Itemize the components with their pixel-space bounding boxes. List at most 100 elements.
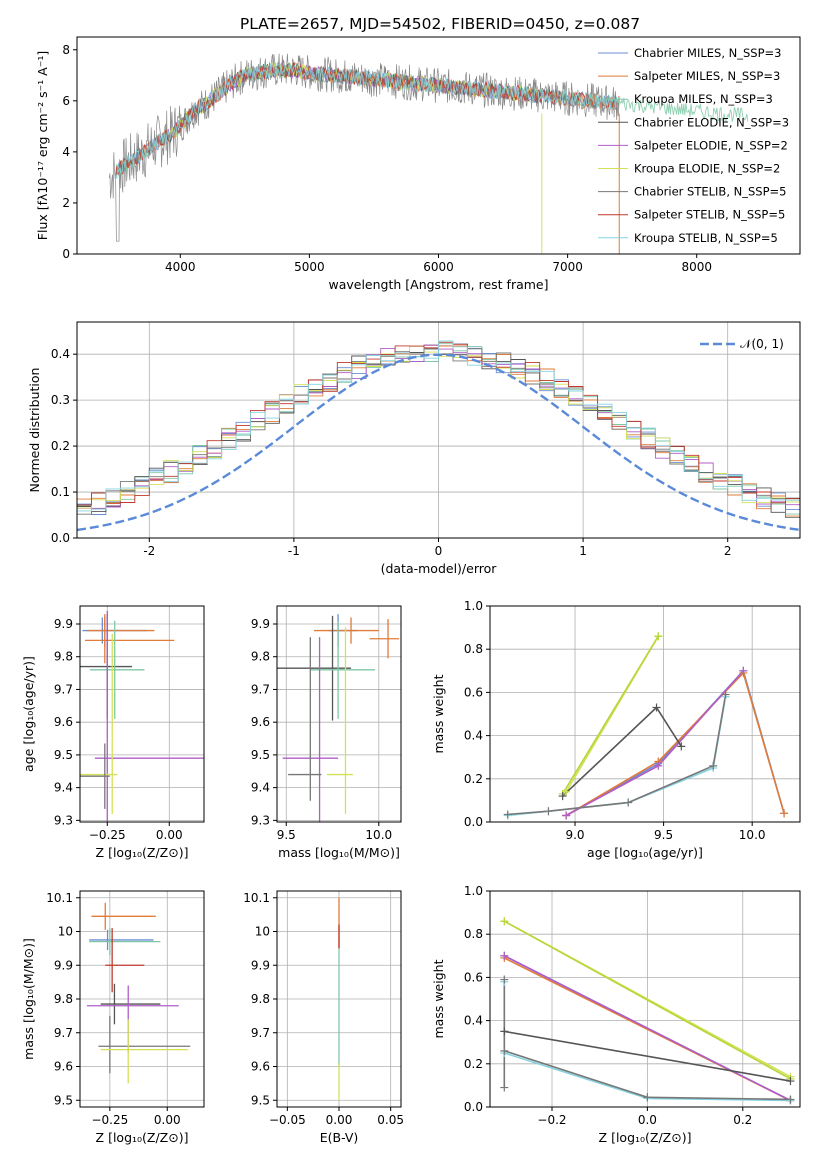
legend-entry: Chabrier MILES, N_SSP=3: [634, 46, 781, 60]
y-tick-label: 9.5: [54, 748, 73, 762]
x-tick-label: 0.0: [638, 1113, 657, 1127]
y-tick-label: 0.0: [464, 1100, 483, 1114]
y-axis-label: mass weight: [431, 959, 446, 1038]
chart-mass-vs-Z: −0.25 0.00 9.5 9.6 9.7 9.8 9.9 10 10.1 Z [log₁₀(Z…: [21, 890, 205, 1145]
axes-frame: [489, 605, 801, 823]
x-tick-label: 2: [724, 544, 732, 558]
x-tick-label: −0.25: [91, 1113, 128, 1127]
x-tick-label: 5000: [294, 260, 325, 274]
y-tick-label: 0.0: [51, 531, 70, 545]
weight-marker: [558, 792, 567, 801]
y-tick-label: 1.0: [464, 884, 483, 898]
y-axis-label: Flux [fλ10⁻¹⁷ erg cm⁻² s⁻¹ A⁻¹]: [35, 51, 50, 240]
chart-mass-weight-vs-age: 9.0 9.5 10.0 0.0 0.2 0.4 0.6 0.8 1.0 age [log₁₀(a…: [431, 599, 801, 860]
y-tick-label: 9.6: [251, 715, 270, 729]
chart-spectrum: 4000 5000 6000 7000 8000 0 2 4 6 8 wavelength [Ang…: [35, 36, 801, 292]
chart-age-vs-Z: −0.25 0.00 9.3 9.4 9.5 9.6 9.7 9.8 9.9 Z [log₁₀(Z…: [21, 605, 205, 860]
legend-entry: Kroupa ELODIE, N_SSP=2: [634, 162, 780, 176]
y-tick-label: 6: [62, 94, 70, 108]
x-tick-label: 0.00: [326, 1113, 353, 1127]
x-tick-label: 0.00: [154, 1113, 181, 1127]
y-tick-label: 9.8: [251, 650, 270, 664]
y-tick-label: 0.6: [464, 970, 483, 984]
page-title: PLATE=2657, MJD=54502, FIBERID=0450, z=0…: [240, 15, 640, 33]
chart-age-vs-mass: 9.5 10.0 9.3 9.4 9.5 9.6 9.7 9.8 9.9 mass [log₁₀(…: [251, 605, 402, 860]
y-tick-label: 10: [58, 925, 73, 939]
x-tick-label: -2: [143, 544, 155, 558]
y-tick-label: 9.9: [251, 617, 270, 631]
x-axis-label: (data-model)/error: [381, 561, 498, 576]
x-axis-label: Z [log₁₀(Z/Z⊙)]: [599, 1130, 692, 1145]
weight-marker: [500, 917, 509, 926]
y-tick-label: 9.5: [54, 1093, 73, 1107]
y-tick-label: 9.4: [251, 781, 270, 795]
plot-area: [108, 53, 749, 254]
x-axis-label: Z [log₁₀(Z/Z⊙)]: [96, 1130, 189, 1145]
y-axis-label: age [log₁₀(age/yr)]: [21, 656, 36, 772]
plot-area: [77, 340, 800, 532]
x-axis-label: wavelength [Angstrom, rest frame]: [328, 277, 548, 292]
y-tick-label: 2: [62, 196, 70, 210]
x-tick-label: 0.2: [733, 1113, 752, 1127]
weight-line: [504, 1030, 791, 1082]
weight-marker: [652, 703, 661, 712]
weight-marker: [739, 666, 748, 675]
legend-entry: Salpeter MILES, N_SSP=3: [634, 69, 780, 83]
y-tick-label: 0.2: [51, 439, 70, 453]
y-tick-label: 8: [62, 43, 70, 57]
y-tick-label: 10: [255, 925, 270, 939]
weight-marker: [624, 798, 633, 807]
x-tick-label: 9.0: [565, 828, 584, 842]
legend-entry: Chabrier STELIB, N_SSP=5: [634, 185, 786, 199]
y-tick-label: 0.2: [464, 772, 483, 786]
y-tick-label: 9.7: [251, 1026, 270, 1040]
weight-marker: [786, 1095, 795, 1104]
weight-marker: [780, 809, 789, 818]
x-tick-label: -1: [288, 544, 300, 558]
weight-marker: [562, 811, 571, 820]
y-tick-label: 0.4: [464, 1014, 483, 1028]
y-tick-label: 9.9: [251, 958, 270, 972]
y-tick-label: 0.2: [464, 1057, 483, 1071]
weight-marker: [721, 690, 730, 699]
y-tick-label: 10.1: [46, 891, 73, 905]
legend-entry: 𝒩(0, 1): [740, 337, 784, 351]
weight-line: [503, 920, 791, 1080]
y-tick-label: 9.8: [54, 650, 73, 664]
x-tick-label: 7000: [552, 260, 583, 274]
weight-marker: [544, 807, 553, 816]
gaussian-curve: [77, 353, 800, 532]
y-tick-label: 0.8: [464, 642, 483, 656]
y-tick-label: 9.6: [54, 715, 73, 729]
y-tick-label: 9.8: [251, 992, 270, 1006]
y-tick-label: 9.6: [54, 1060, 73, 1074]
weight-marker: [677, 742, 686, 751]
x-axis-label: age [log₁₀(age/yr)]: [587, 845, 703, 860]
y-tick-label: 9.4: [54, 781, 73, 795]
x-tick-label: 10.0: [739, 828, 766, 842]
x-axis-label: E(B-V): [320, 1130, 359, 1145]
x-axis-label: mass [log₁₀(M/M⊙)]: [278, 845, 400, 860]
legend-entry: Kroupa STELIB, N_SSP=5: [634, 231, 778, 245]
legend-entry: Salpeter STELIB, N_SSP=5: [634, 208, 785, 222]
weight-marker: [500, 1027, 509, 1036]
model-spectrum: [115, 63, 620, 179]
y-tick-label: 9.5: [251, 1093, 270, 1107]
y-tick-label: 1.0: [464, 599, 483, 613]
x-tick-label: 4000: [165, 260, 196, 274]
x-axis-label: Z [log₁₀(Z/Z⊙)]: [96, 845, 189, 860]
y-tick-label: 9.8: [54, 992, 73, 1006]
x-tick-label: −0.2: [537, 1113, 566, 1127]
y-axis-label: mass weight: [431, 674, 446, 753]
y-tick-label: 10.1: [243, 891, 270, 905]
y-tick-label: 9.3: [54, 813, 73, 827]
legend-entry: Chabrier ELODIE, N_SSP=3: [634, 115, 789, 129]
y-tick-label: 9.9: [54, 958, 73, 972]
y-tick-label: 0.4: [51, 347, 70, 361]
x-tick-label: 0.05: [377, 1113, 404, 1127]
x-tick-label: 0: [435, 544, 443, 558]
weight-marker: [654, 761, 663, 770]
x-tick-label: 1: [579, 544, 587, 558]
weight-marker: [654, 632, 663, 641]
